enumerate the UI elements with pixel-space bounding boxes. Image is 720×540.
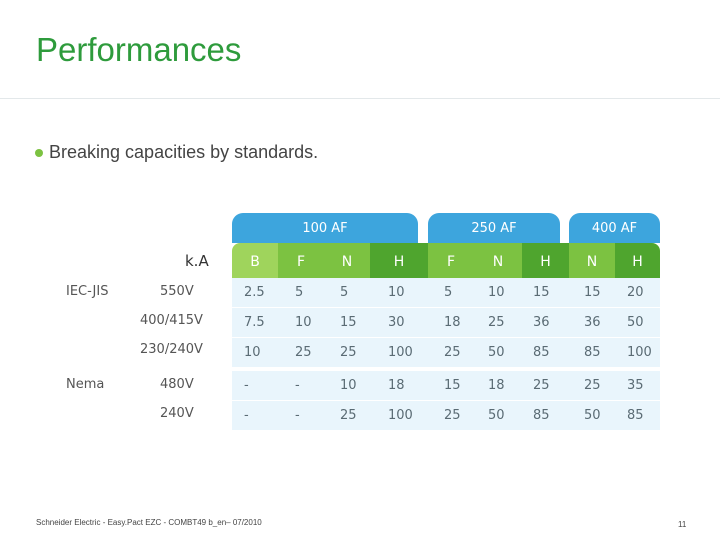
table-cell: 15 bbox=[584, 285, 601, 300]
bullet-dot-icon bbox=[35, 148, 43, 157]
standard-label-iec-jis: IEC-JIS bbox=[66, 284, 109, 299]
row-band bbox=[232, 338, 660, 367]
page-number: 11 bbox=[678, 520, 687, 529]
column-header-label: F bbox=[296, 254, 306, 270]
standard-label-nema: Nema bbox=[66, 377, 105, 392]
table-cell: 5 bbox=[444, 285, 453, 300]
table-cell: 10 bbox=[388, 285, 405, 300]
frame-400af-caption: 400 AF bbox=[569, 213, 660, 243]
table-cell: 85 bbox=[584, 345, 601, 360]
bullet-text: Breaking capacities by standards. bbox=[49, 142, 319, 162]
table-cell: 50 bbox=[488, 345, 505, 360]
table-cell: 36 bbox=[533, 315, 550, 330]
table-cell: 25 bbox=[444, 345, 461, 360]
table-cell: 18 bbox=[444, 315, 461, 330]
table-cell: 18 bbox=[488, 378, 505, 393]
frame-100af-label: 100 AF bbox=[302, 220, 348, 236]
table-cell: 25 bbox=[533, 378, 550, 393]
table-cell: 50 bbox=[584, 408, 601, 423]
column-header: N bbox=[474, 243, 522, 281]
table-cell: 85 bbox=[533, 345, 550, 360]
column-header-label: B bbox=[250, 254, 260, 270]
column-header: N bbox=[324, 243, 370, 281]
table-cell: 50 bbox=[627, 315, 644, 330]
table-cell: 18 bbox=[388, 378, 405, 393]
page-title: Performances bbox=[36, 31, 242, 68]
column-header: F bbox=[278, 243, 324, 281]
table-cell: 10 bbox=[295, 315, 312, 330]
table-cell: - bbox=[244, 378, 249, 393]
table-cell: 25 bbox=[340, 408, 357, 423]
column-header-label: H bbox=[540, 254, 551, 270]
title-divider bbox=[0, 98, 720, 99]
frame-400af-label: 400 AF bbox=[591, 220, 638, 236]
table-cell: 25 bbox=[295, 345, 312, 360]
column-header: H bbox=[615, 243, 660, 281]
table-cell: 100 bbox=[388, 408, 413, 423]
column-header-label: N bbox=[341, 254, 353, 270]
row-band bbox=[232, 308, 660, 337]
table-cell: 50 bbox=[488, 408, 505, 423]
voltage-label: 400/415V bbox=[140, 313, 203, 328]
row-band bbox=[232, 401, 660, 430]
table-cell: 7.5 bbox=[244, 315, 265, 330]
column-header-label: N bbox=[586, 254, 598, 270]
column-header: H bbox=[522, 243, 569, 281]
column-header-label: N bbox=[492, 254, 504, 270]
table-cell: 10 bbox=[340, 378, 357, 393]
bullet-item: Breaking capacities by standards. bbox=[35, 142, 318, 163]
unit-label: k.A bbox=[185, 252, 209, 270]
column-header: N bbox=[569, 243, 615, 281]
table-cell: 100 bbox=[627, 345, 652, 360]
table-cell: - bbox=[244, 408, 249, 423]
row-band bbox=[232, 371, 660, 400]
voltage-label: 240V bbox=[160, 406, 194, 421]
table-cell: 85 bbox=[627, 408, 644, 423]
column-header-label: F bbox=[446, 254, 456, 270]
column-header-label: H bbox=[632, 254, 643, 270]
row-band bbox=[232, 278, 660, 307]
frame-250af-caption: 250 AF bbox=[428, 213, 560, 243]
frame-250af-label: 250 AF bbox=[471, 220, 517, 236]
table-cell: 15 bbox=[340, 315, 357, 330]
column-header: B bbox=[232, 243, 278, 281]
footer-text: Schneider Electric - Easy.Pact EZC - COM… bbox=[36, 518, 262, 527]
table-cell: 10 bbox=[488, 285, 505, 300]
table-cell: 36 bbox=[584, 315, 601, 330]
table-cell: 100 bbox=[388, 345, 413, 360]
table-cell: 15 bbox=[533, 285, 550, 300]
table-cell: 2.5 bbox=[244, 285, 265, 300]
table-cell: 35 bbox=[627, 378, 644, 393]
voltage-label: 480V bbox=[160, 377, 194, 392]
table-cell: 25 bbox=[444, 408, 461, 423]
table-cell: 25 bbox=[488, 315, 505, 330]
table-cell: 5 bbox=[340, 285, 349, 300]
voltage-label: 230/240V bbox=[140, 342, 203, 357]
table-cell: 30 bbox=[388, 315, 405, 330]
voltage-label: 550V bbox=[160, 284, 194, 299]
table-cell: 85 bbox=[533, 408, 550, 423]
table-cell: 15 bbox=[444, 378, 461, 393]
table-cell: 5 bbox=[295, 285, 304, 300]
table-cell: - bbox=[295, 378, 300, 393]
column-header: F bbox=[428, 243, 474, 281]
table-cell: 20 bbox=[627, 285, 644, 300]
table-cell: 25 bbox=[340, 345, 357, 360]
table-cell: 25 bbox=[584, 378, 601, 393]
column-header-label: H bbox=[393, 254, 405, 270]
frame-100af-caption: 100 AF bbox=[232, 213, 418, 243]
column-header: H bbox=[370, 243, 428, 281]
table-cell: 10 bbox=[244, 345, 261, 360]
table-cell: - bbox=[295, 408, 300, 423]
